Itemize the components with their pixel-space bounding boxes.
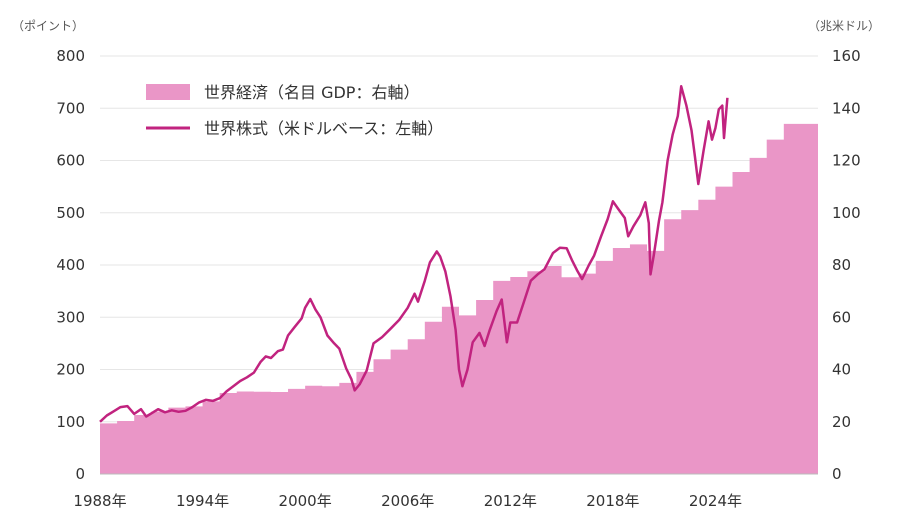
legend-label-stock: 世界株式（米ドルベース：左軸） xyxy=(204,119,443,138)
right-tick-label: 20 xyxy=(832,413,851,431)
x-tick-label: 1994年 xyxy=(176,492,229,510)
right-tick-label: 140 xyxy=(832,99,861,117)
legend: 世界経済（名目 GDP：右軸） 世界株式（米ドルベース：左軸） xyxy=(146,83,443,138)
right-tick-label: 0 xyxy=(832,465,842,483)
left-tick-label: 0 xyxy=(75,465,85,483)
left-tick-label: 600 xyxy=(56,152,85,170)
stock-line xyxy=(99,85,729,423)
x-tick-label: 2018年 xyxy=(586,492,639,510)
left-tick-label: 800 xyxy=(56,47,85,65)
legend-swatch-gdp xyxy=(146,84,190,100)
right-axis-unit: （兆米ドル） xyxy=(808,19,880,33)
left-tick-label: 100 xyxy=(56,413,85,431)
right-tick-label: 60 xyxy=(832,308,851,326)
stock-line-path xyxy=(99,85,729,423)
x-tick-label: 1988年 xyxy=(73,492,126,510)
left-tick-label: 700 xyxy=(56,99,85,117)
left-axis-unit: （ポイント） xyxy=(12,19,84,33)
x-tick-label: 2024年 xyxy=(689,492,742,510)
right-tick-label: 160 xyxy=(832,47,861,65)
right-tick-label: 100 xyxy=(832,204,861,222)
left-tick-label: 500 xyxy=(56,204,85,222)
legend-label-gdp: 世界経済（名目 GDP：右軸） xyxy=(204,83,419,102)
x-tick-label: 2012年 xyxy=(484,492,537,510)
right-tick-label: 80 xyxy=(832,256,851,274)
x-tick-label: 2000年 xyxy=(279,492,332,510)
left-tick-label: 400 xyxy=(56,256,85,274)
axes: 0 0 100 20 200 40 300 60 400 80 500 100 600 120 700 140… xyxy=(56,47,860,510)
left-tick-label: 300 xyxy=(56,308,85,326)
gdp-area xyxy=(100,123,818,475)
right-tick-label: 40 xyxy=(832,361,851,379)
gdp-area-path xyxy=(100,123,818,475)
x-tick-label: 2006年 xyxy=(381,492,434,510)
right-tick-label: 120 xyxy=(832,152,861,170)
left-tick-label: 200 xyxy=(56,361,85,379)
